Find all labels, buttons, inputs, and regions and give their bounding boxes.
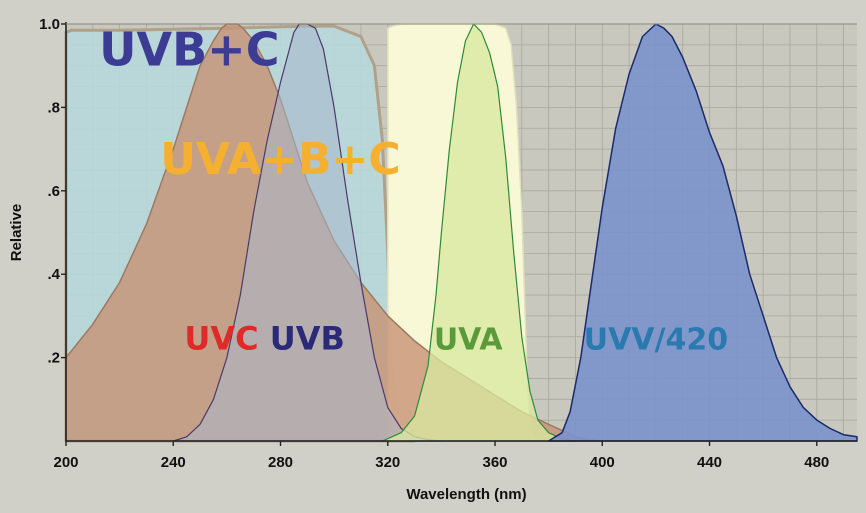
label-uvabc: UVA+B+C: [160, 134, 400, 185]
label-uvv420: UVV/420: [584, 322, 728, 357]
x-tick-label: 440: [697, 454, 722, 471]
x-tick-label: 480: [804, 454, 829, 471]
y-axis-title: Relative: [8, 204, 25, 262]
series-uvv420-area: [547, 23, 858, 442]
label-uva: UVA: [434, 322, 504, 357]
x-tick-label: 280: [268, 454, 293, 471]
y-tick-label: .6: [47, 183, 60, 200]
x-tick-label: 200: [53, 454, 78, 471]
annotations: UVB+C UVA+B+C UVC UVB UVA UVV/420: [99, 23, 728, 358]
y-tick-label: 1.0: [39, 16, 60, 33]
x-tick-label: 360: [483, 454, 508, 471]
label-uvc: UVC: [184, 319, 258, 357]
x-tick-label: 400: [590, 454, 615, 471]
y-tick-label: .2: [47, 350, 60, 367]
series-layer: [64, 23, 858, 443]
y-tick-label: .4: [47, 266, 60, 283]
x-tick-label: 240: [161, 454, 186, 471]
axes: 200 240 280 320 360 400 440 480 .2 .4 .6 .8 1.0: [39, 16, 857, 471]
label-uvb: UVB: [270, 319, 345, 357]
x-tick-label: 320: [375, 454, 400, 471]
label-uvbc: UVB+C: [99, 23, 279, 77]
y-tick-label: .8: [47, 99, 60, 116]
x-axis-title: Wavelength (nm): [406, 486, 526, 503]
series-uva-area: [381, 23, 577, 442]
